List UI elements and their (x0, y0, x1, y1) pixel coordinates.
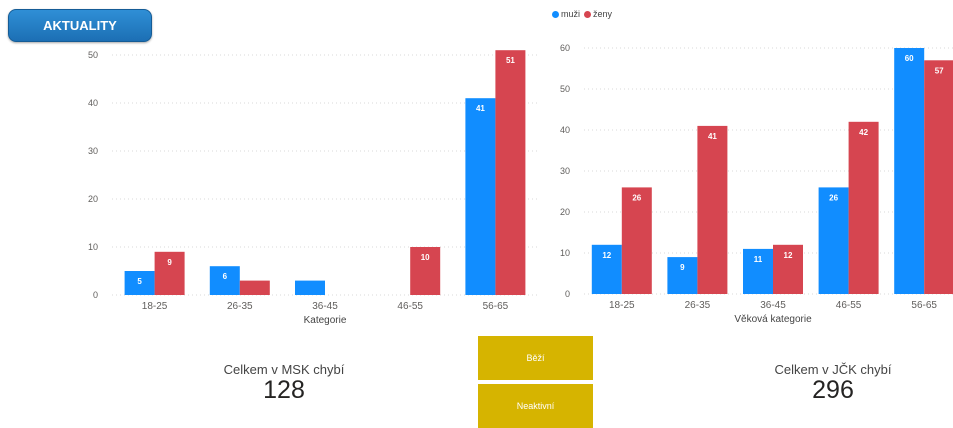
y-tick-label: 10 (560, 248, 570, 258)
x-axis-title: Věková kategorie (734, 314, 812, 325)
data-label: 5 (137, 277, 142, 286)
y-tick-label: 30 (560, 166, 570, 176)
y-tick-label: 50 (560, 84, 570, 94)
bar-muži-36-45 (743, 248, 773, 294)
bar-muži-46-55 (818, 187, 849, 294)
bar-muži-56-65 (465, 98, 496, 295)
legend-item-muzi[interactable]: muži (552, 9, 580, 19)
x-tick-label: 18-25 (142, 301, 168, 312)
y-tick-label: 40 (88, 98, 98, 108)
x-tick-label: 46-55 (397, 301, 423, 312)
data-label: 12 (602, 251, 611, 260)
bar-ženy-26-35 (239, 280, 270, 295)
chart-jck: 0 10 20 30 40 50 60 18-25 12 26 26-35 9 41 36-45 11 12 4… (560, 43, 953, 325)
bar-ženy-26-35 (697, 125, 728, 295)
x-tick-label: 26-35 (227, 301, 253, 312)
x-tick-label: 18-25 (609, 300, 635, 311)
aktuality-button[interactable]: AKTUALITY (8, 9, 152, 42)
data-label: 9 (167, 258, 172, 267)
aktuality-button-label: AKTUALITY (43, 18, 117, 33)
data-label: 60 (905, 54, 914, 63)
data-label: 26 (632, 193, 641, 202)
card-jck-label: Celkem v JČK chybí (774, 362, 892, 377)
slicer-bezi-label: Běží (526, 353, 545, 363)
bar-ženy-18-25 (154, 251, 185, 295)
x-tick-label: 26-35 (685, 300, 711, 311)
y-tick-label: 10 (88, 242, 98, 252)
bar-ženy-46-55 (848, 121, 879, 294)
data-label: 12 (784, 251, 793, 260)
data-label: 57 (935, 66, 944, 75)
x-tick-label: 36-45 (760, 300, 786, 311)
y-tick-label: 50 (88, 50, 98, 60)
slicer-neaktivni-label: Neaktivní (516, 401, 555, 411)
slicer-bezi[interactable]: Běží (478, 336, 593, 380)
data-label: 3 (253, 271, 258, 280)
data-label: 41 (476, 104, 485, 113)
slicer-neaktivni[interactable]: Neaktivní (478, 384, 593, 428)
y-tick-label: 40 (560, 125, 570, 135)
bar-ženy-36-45 (773, 244, 803, 294)
data-label: 9 (680, 263, 685, 272)
data-label: 51 (506, 56, 515, 65)
x-tick-label: 46-55 (836, 300, 862, 311)
legend-item-zeny[interactable]: ženy (584, 9, 612, 19)
bar-muži-56-65 (894, 48, 925, 294)
legend-dot-zeny (584, 10, 592, 18)
bar-ženy-18-25 (621, 187, 652, 294)
y-tick-label: 0 (565, 289, 570, 299)
data-label: 26 (829, 193, 838, 202)
bar-ženy-56-65 (495, 50, 526, 296)
data-label: 41 (708, 132, 717, 141)
bar-muži-36-45 (295, 280, 325, 295)
bar-muži-18-25 (591, 244, 622, 294)
data-label: 3 (308, 271, 313, 280)
chart-legend: muži ženy (552, 7, 612, 21)
card-msk-value: 128 (263, 376, 305, 404)
bar-muži-26-35 (209, 266, 240, 295)
card-jck-value: 296 (812, 376, 854, 404)
y-tick-label: 60 (560, 43, 570, 53)
x-tick-label: 56-65 (911, 300, 937, 311)
bar-ženy-56-65 (924, 60, 953, 294)
x-tick-label: 56-65 (483, 301, 509, 312)
data-label: 10 (421, 253, 430, 262)
legend-label-zeny: ženy (593, 9, 613, 19)
data-label: 42 (859, 128, 868, 137)
x-axis-title: Kategorie (304, 315, 347, 326)
bar-muži-26-35 (667, 257, 698, 294)
x-tick-label: 36-45 (312, 301, 338, 312)
bar-muži-18-25 (124, 271, 155, 295)
card-msk-label: Celkem v MSK chybí (223, 362, 345, 377)
y-tick-label: 0 (93, 290, 98, 300)
legend-dot-muzi (552, 10, 559, 18)
chart-msk: 0 10 20 30 40 50 18-25 5 9 26-35 6 3 36-45 3 46-55 10 56… (88, 50, 538, 326)
data-label: 11 (754, 255, 763, 264)
y-tick-label: 20 (560, 207, 570, 217)
legend-label-muzi: muži (561, 9, 581, 19)
y-tick-label: 30 (88, 146, 98, 156)
y-tick-label: 20 (88, 194, 98, 204)
bar-ženy-46-55 (410, 247, 441, 295)
data-label: 6 (223, 272, 228, 281)
